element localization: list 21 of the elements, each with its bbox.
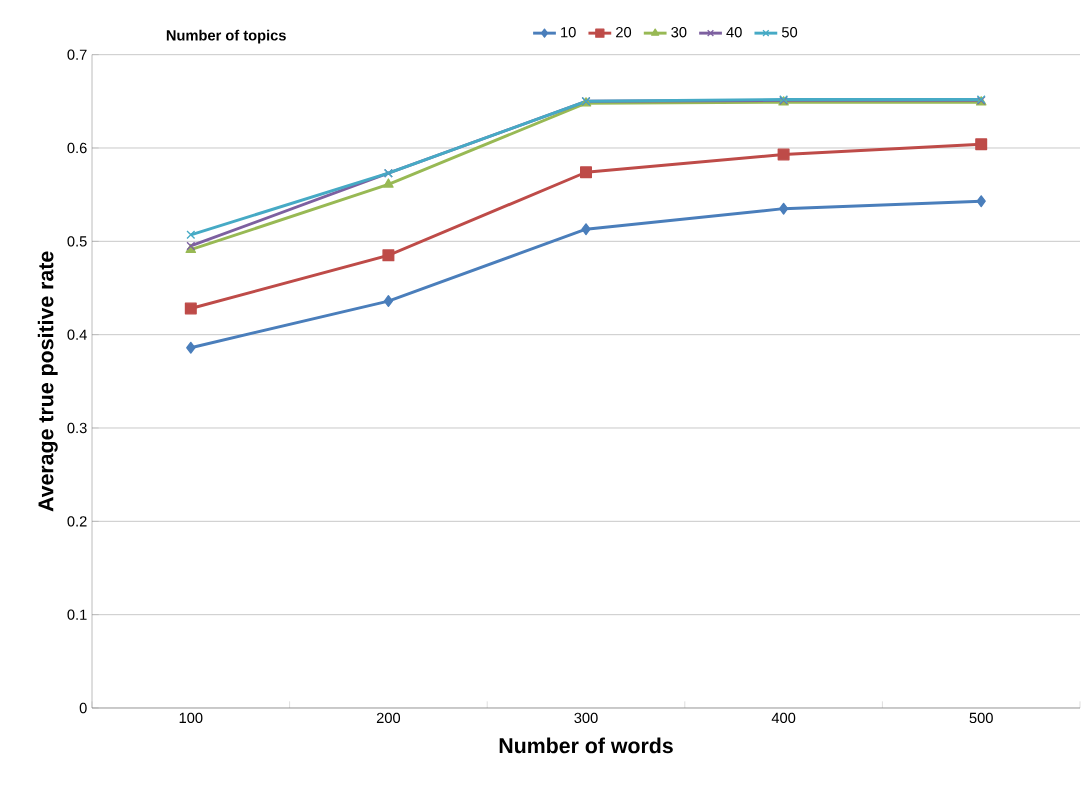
legend-title: Number of topics (166, 29, 286, 44)
x-tick-label: 400 (771, 712, 796, 724)
x-tick-label: 100 (179, 712, 203, 724)
legend-label: 50 (781, 27, 798, 38)
y-tick-label: 0.2 (67, 516, 87, 527)
x-axis-title: Number of words (499, 737, 673, 754)
legend-label: 10 (561, 27, 576, 38)
legend-label: 30 (671, 27, 687, 38)
x-tick-label: 300 (574, 712, 598, 724)
y-tick-label: 0.4 (67, 329, 87, 340)
legend-label: 40 (726, 27, 742, 38)
y-tick-label: 0 (79, 702, 87, 714)
y-tick-label: 0.6 (67, 142, 87, 154)
y-tick-label: 0.1 (67, 609, 87, 620)
y-tick-label: 0.5 (67, 236, 87, 247)
x-tick-label: 200 (376, 712, 401, 724)
legend-label: 20 (616, 27, 632, 38)
y-tick-label: 0.7 (67, 49, 87, 60)
y-axis-title: Average true positive rate (37, 251, 58, 512)
x-tick-label: 500 (969, 712, 993, 724)
y-tick-label: 0.3 (67, 422, 87, 434)
